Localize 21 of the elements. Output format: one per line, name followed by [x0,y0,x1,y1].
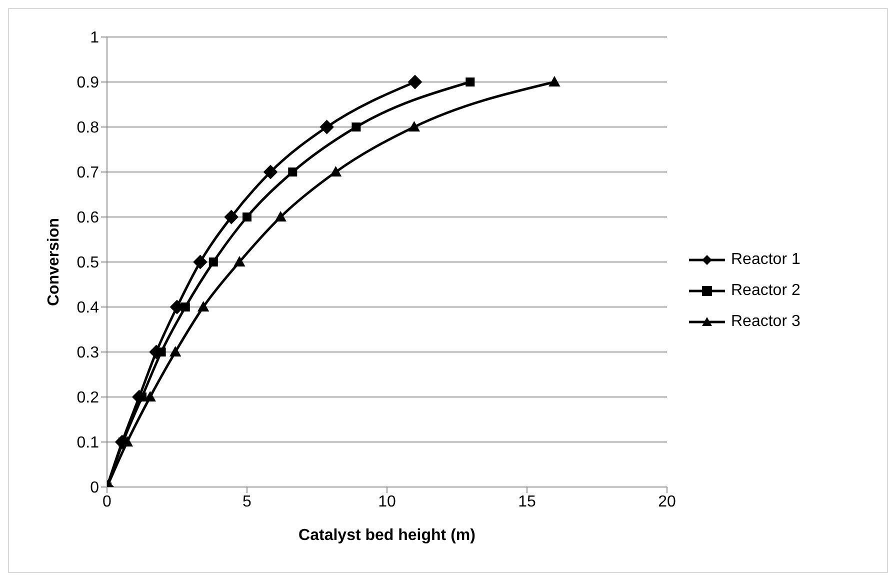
y-tick-label: 0.4 [76,300,100,317]
legend-label: Reactor 3 [731,312,800,330]
y-tick-label: 0.9 [76,74,100,92]
y-tick-label: 0.5 [76,254,100,272]
legend-label: Reactor 2 [731,282,800,300]
x-tick-label: 10 [378,493,396,510]
y-tick-label: 0 [90,480,100,497]
y-tick-label: 0.2 [76,390,100,407]
y-tick-label: 0.1 [76,434,100,452]
y-tick-label: 0.8 [76,120,100,137]
x-tick-label: 0 [102,493,112,510]
x-tick-label: 15 [518,493,536,510]
y-axis-title: Conversion [46,218,63,306]
x-tick-label: 5 [242,493,252,510]
y-tick-label: 1 [90,30,100,47]
y-tick-label: 0.7 [76,164,100,182]
x-tick-label: 20 [658,493,676,510]
y-tick-label: 0.3 [76,344,100,362]
y-tick-label: 0.6 [76,210,100,227]
x-axis-title: Catalyst bed height (m) [298,527,476,544]
legend-label: Reactor 1 [731,250,800,268]
